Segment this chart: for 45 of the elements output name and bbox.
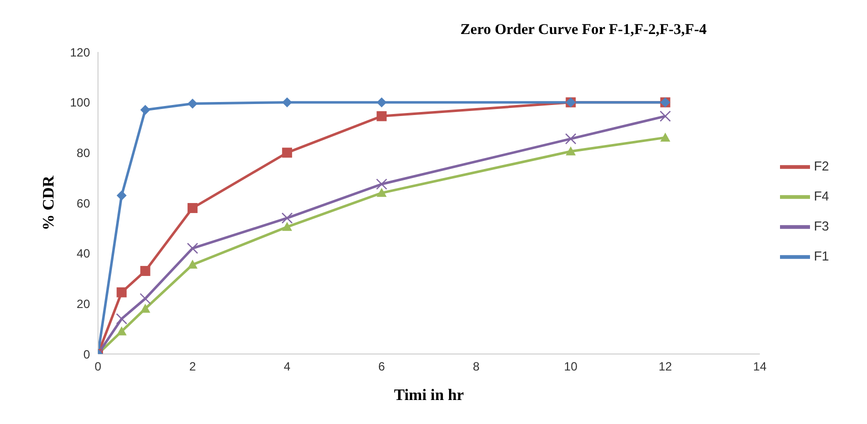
point [282,148,292,158]
x-tick-label: 0 [94,360,102,374]
point [188,203,198,214]
point [188,98,198,109]
point [186,242,198,254]
y-tick-label: 40 [76,246,90,261]
point [140,304,150,313]
x-tick-label: 2 [189,360,196,374]
point [116,287,127,298]
y-tick-label: 20 [76,296,90,311]
point [116,313,128,324]
point [140,104,150,115]
point [376,97,387,108]
legend-label: F4 [814,188,829,204]
legend-label: F1 [814,248,829,264]
y-tick-label: 60 [76,196,90,210]
point [282,97,292,108]
point [376,188,387,197]
point [660,132,670,142]
point [566,146,576,156]
point [376,111,387,122]
point [376,178,388,190]
y-tick-label: 120 [70,45,90,60]
legend-label: F3 [814,218,829,234]
point [565,133,576,144]
x-tick-label: 10 [564,360,578,374]
point [116,326,127,336]
point [281,212,293,224]
chart-title: Zero Order Curve For F-1,F-2,F-3,F-4 [459,22,708,39]
legend-label: F2 [814,158,829,174]
x-tick-label: 14 [753,360,767,374]
point [188,260,198,269]
x-axis-title: Timi in hr [394,387,464,404]
x-tick-label: 12 [658,360,672,374]
x-tick-label: 6 [378,360,386,374]
point [140,266,150,276]
point [116,190,127,200]
y-tick-label: 0 [83,347,90,362]
y-axis-title: % CDR [40,175,58,230]
y-tick-label: 100 [70,96,90,110]
x-tick-label: 8 [472,360,480,374]
y-tick-label: 80 [76,146,90,160]
point [282,222,292,231]
x-tick-label: 4 [284,360,291,374]
point [660,110,671,122]
